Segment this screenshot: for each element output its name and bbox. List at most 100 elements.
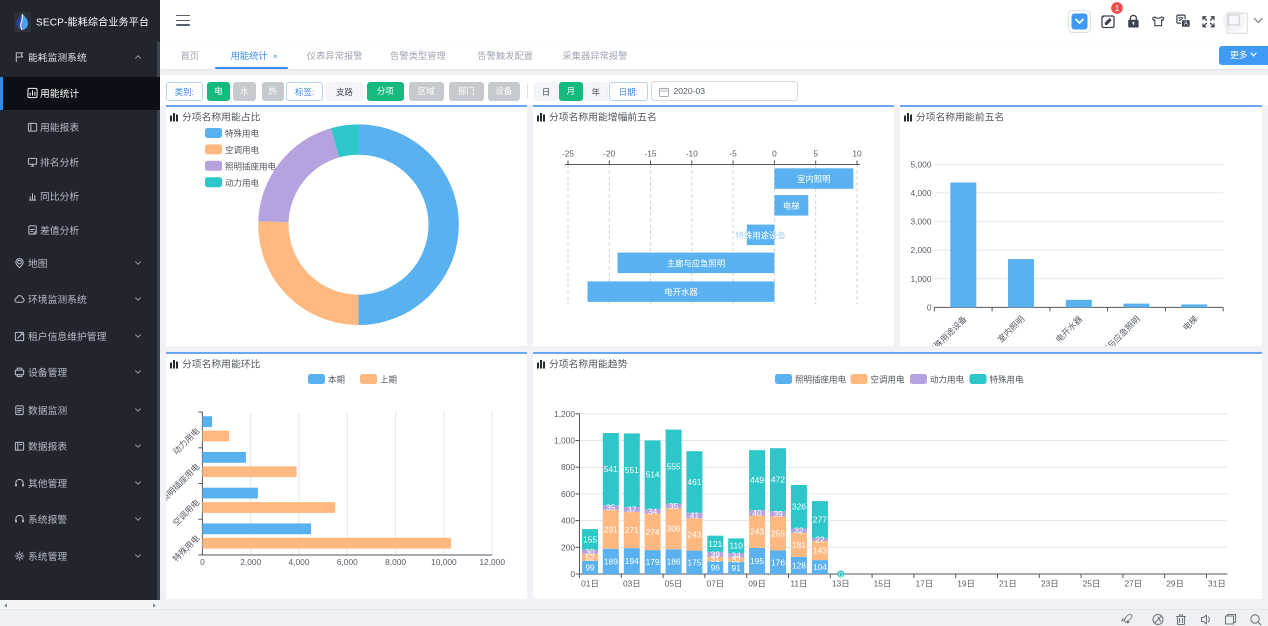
svg-text:25日: 25日 [1083, 579, 1101, 589]
svg-text:11日: 11日 [790, 579, 807, 589]
svg-text:39: 39 [773, 509, 783, 519]
svg-text:27日: 27日 [1124, 579, 1142, 589]
svg-text:271: 271 [625, 525, 639, 535]
svg-text:特殊用电: 特殊用电 [990, 375, 1025, 385]
svg-text:-15: -15 [644, 149, 656, 159]
svg-text:特殊用电: 特殊用电 [171, 533, 202, 564]
svg-text:特殊用途设备: 特殊用途设备 [735, 230, 786, 240]
svg-text:2,000: 2,000 [911, 245, 932, 255]
svg-text:19日: 19日 [957, 579, 975, 589]
svg-text:600: 600 [561, 489, 575, 499]
svg-text:194: 194 [625, 556, 639, 566]
svg-text:39: 39 [711, 549, 721, 559]
svg-text:41: 41 [690, 511, 700, 521]
svg-text:上期: 上期 [380, 375, 397, 385]
svg-text:181: 181 [792, 540, 806, 550]
svg-text:09日: 09日 [748, 579, 766, 589]
svg-text:主廊与应急照明: 主廊与应急照明 [667, 258, 726, 268]
svg-text:0: 0 [839, 570, 843, 579]
svg-text:472: 472 [771, 475, 785, 485]
svg-text:电梯: 电梯 [1181, 314, 1200, 333]
svg-text:143: 143 [813, 546, 827, 556]
svg-text:1,000: 1,000 [554, 436, 575, 446]
svg-text:35: 35 [606, 503, 616, 513]
svg-text:4,000: 4,000 [911, 188, 932, 198]
svg-text:155: 155 [583, 535, 597, 545]
svg-text:189: 189 [604, 556, 618, 566]
svg-text:空调用电: 空调用电 [171, 497, 202, 528]
svg-text:动力用电: 动力用电 [171, 425, 202, 456]
svg-text:31日: 31日 [1208, 579, 1226, 589]
svg-text:分项名称用能占比: 分项名称用能占比 [182, 111, 261, 124]
svg-text:0: 0 [570, 569, 575, 579]
svg-text:326: 326 [792, 502, 806, 512]
svg-text:277: 277 [813, 515, 827, 525]
svg-text:动力用电: 动力用电 [930, 375, 965, 385]
svg-text:110: 110 [730, 541, 744, 551]
svg-text:23日: 23日 [1041, 579, 1059, 589]
svg-text:175: 175 [687, 557, 701, 567]
svg-text:200: 200 [561, 542, 575, 552]
svg-text:12,000: 12,000 [479, 557, 505, 567]
svg-text:29日: 29日 [1166, 579, 1184, 589]
svg-text:96: 96 [711, 563, 721, 573]
svg-text:243: 243 [750, 527, 764, 537]
svg-text:104: 104 [813, 562, 827, 572]
svg-text:1,200: 1,200 [554, 409, 575, 419]
svg-text:461: 461 [687, 477, 701, 487]
svg-text:2,000: 2,000 [240, 557, 261, 567]
svg-text:照明插座用电: 照明插座用电 [166, 461, 202, 504]
svg-text:6,000: 6,000 [337, 557, 358, 567]
svg-text:主廊与应急照明: 主廊与应急照明 [1093, 314, 1142, 346]
svg-text:特殊用电: 特殊用电 [225, 129, 260, 139]
svg-text:本期: 本期 [328, 375, 345, 385]
svg-text:0: 0 [200, 557, 205, 567]
svg-text:52: 52 [585, 552, 595, 562]
svg-text:-20: -20 [603, 149, 615, 159]
svg-text:-10: -10 [686, 149, 698, 159]
svg-text:03日: 03日 [623, 579, 641, 589]
svg-text:99: 99 [585, 562, 595, 572]
svg-text:291: 291 [604, 524, 618, 534]
svg-text:35: 35 [669, 501, 679, 511]
svg-text:40: 40 [752, 508, 762, 518]
svg-text:05日: 05日 [665, 579, 683, 589]
svg-text:3,000: 3,000 [911, 217, 932, 227]
svg-text:37: 37 [627, 505, 637, 515]
svg-text:空调用电: 空调用电 [871, 375, 906, 385]
svg-text:照明插座用电: 照明插座用电 [225, 161, 277, 171]
svg-text:514: 514 [646, 470, 660, 480]
svg-text:800: 800 [561, 462, 575, 472]
svg-text:449: 449 [750, 475, 764, 485]
svg-text:5,000: 5,000 [911, 159, 932, 169]
svg-text:22: 22 [815, 535, 825, 545]
svg-text:541: 541 [604, 464, 618, 474]
svg-text:306: 306 [667, 524, 681, 534]
svg-text:0: 0 [927, 302, 932, 312]
svg-text:空调用电: 空调用电 [225, 145, 260, 155]
svg-text:分项名称用能前五名: 分项名称用能前五名 [916, 111, 1004, 124]
svg-text:128: 128 [792, 561, 806, 571]
svg-text:17日: 17日 [915, 579, 933, 589]
svg-text:195: 195 [750, 556, 764, 566]
svg-text:91: 91 [732, 563, 742, 573]
svg-text:34: 34 [732, 550, 742, 560]
svg-text:15日: 15日 [874, 579, 892, 589]
svg-text:555: 555 [667, 462, 681, 472]
svg-text:34: 34 [648, 506, 658, 516]
svg-text:31: 31 [711, 554, 721, 564]
svg-text:分项名称用能环比: 分项名称用能环比 [182, 358, 261, 371]
svg-text:551: 551 [625, 465, 639, 475]
svg-text:5: 5 [813, 149, 818, 159]
svg-text:-5: -5 [729, 149, 737, 159]
svg-text:176: 176 [771, 557, 785, 567]
svg-text:电梯: 电梯 [783, 201, 800, 211]
svg-text:243: 243 [687, 529, 701, 539]
svg-text:32: 32 [794, 526, 804, 536]
svg-text:-25: -25 [562, 149, 574, 159]
svg-text:1: 1 [1115, 3, 1120, 12]
svg-text:274: 274 [646, 527, 660, 537]
svg-text:07日: 07日 [706, 579, 724, 589]
svg-text:0: 0 [772, 149, 777, 159]
svg-text:121: 121 [708, 539, 722, 549]
